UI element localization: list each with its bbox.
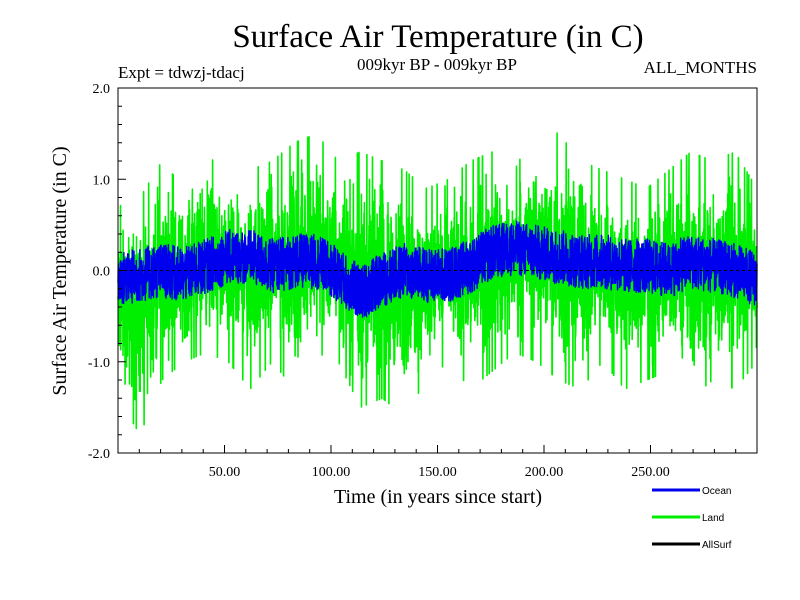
x-tick-label: 100.00	[312, 465, 351, 480]
axis-ticks: 50.00 100.00 150.00 200.00 250.00 -2.0 -1.0 0.0…	[88, 82, 737, 480]
series-line-ocean	[117, 220, 758, 318]
y-axis-label: Surface Air Temperature (in C)	[49, 146, 71, 395]
y-tick-label: 0.0	[93, 265, 111, 280]
months-label: ALL_MONTHS	[644, 58, 757, 77]
legend: Ocean Land AllSurf	[652, 486, 732, 551]
y-tick-label: -1.0	[88, 356, 110, 371]
chart-title: Surface Air Temperature (in C)	[232, 19, 643, 55]
x-axis-label: Time (in years since start)	[334, 486, 542, 508]
x-tick-label: 150.00	[418, 465, 457, 480]
legend-label-ocean: Ocean	[702, 486, 731, 497]
experiment-label: Expt = tdwzj-tdacj	[118, 63, 245, 82]
y-tick-label: 2.0	[93, 82, 111, 97]
x-tick-label: 50.00	[209, 465, 241, 480]
legend-label-allsurf: AllSurf	[702, 540, 732, 551]
x-tick-label: 200.00	[525, 465, 564, 480]
y-tick-label: -2.0	[88, 447, 110, 462]
y-tick-label: 1.0	[93, 173, 111, 188]
x-tick-label: 250.00	[631, 465, 670, 480]
series-layer	[117, 132, 758, 430]
legend-label-land: Land	[702, 513, 724, 524]
period-label: 009kyr BP - 009kyr BP	[357, 55, 517, 74]
